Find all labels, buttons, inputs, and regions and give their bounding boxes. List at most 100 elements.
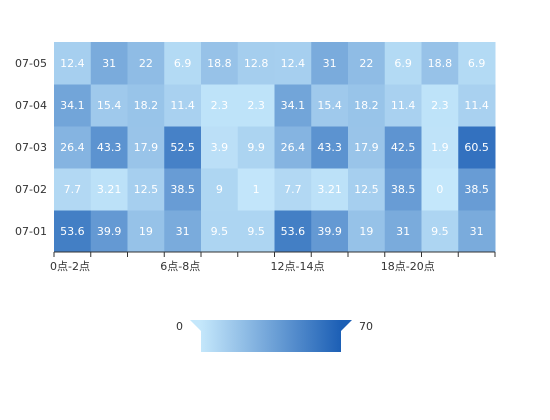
heatmap-cell[interactable] (90, 210, 128, 253)
heatmap-cell[interactable] (127, 168, 165, 211)
heatmap-cell[interactable] (54, 210, 92, 253)
heatmap-cell[interactable] (384, 168, 422, 211)
heatmap-cell[interactable] (237, 42, 275, 85)
visual-map-max-handle[interactable] (341, 320, 352, 331)
heatmap-cell[interactable] (274, 42, 312, 85)
cell-value-label: 31 (176, 225, 190, 238)
cell-value-label: 38.5 (391, 183, 416, 196)
heatmap-cell[interactable] (237, 168, 275, 211)
cell-value-label: 9.9 (247, 141, 265, 154)
heatmap-cell[interactable] (164, 210, 202, 253)
heatmap-cell[interactable] (458, 42, 496, 85)
heatmap-cell[interactable] (348, 84, 386, 127)
heatmap-cell[interactable] (164, 126, 202, 169)
heatmap-cell[interactable] (127, 210, 165, 253)
heatmap-cell[interactable] (311, 168, 349, 211)
heatmap-cell[interactable] (311, 84, 349, 127)
heatmap-cell[interactable] (127, 42, 165, 85)
heatmap-cell[interactable] (348, 210, 386, 253)
heatmap-cell[interactable] (421, 126, 459, 169)
heatmap-cell[interactable] (127, 126, 165, 169)
heatmap-cell[interactable] (237, 84, 275, 127)
heatmap-cell[interactable] (54, 168, 92, 211)
visual-map-gradient-bar (201, 320, 341, 352)
heatmap-cell[interactable] (311, 126, 349, 169)
heatmap-cell[interactable] (201, 168, 239, 211)
heatmap-cell[interactable] (54, 42, 92, 85)
heatmap-cell[interactable] (237, 210, 275, 253)
heatmap-cell[interactable] (90, 168, 128, 211)
heatmap-cell[interactable] (164, 168, 202, 211)
heatmap-cell[interactable] (421, 210, 459, 253)
heatmap-cell[interactable] (164, 42, 202, 85)
heatmap-cells: 53.6 39.9 19 31 9.5 9.5 53.6 39.9 19 31 9.5 317.7 3.… (54, 42, 496, 253)
cell-value-label: 19 (139, 225, 153, 238)
cell-value-label: 53.6 (60, 225, 85, 238)
cell-value-label: 12.5 (134, 183, 159, 196)
heatmap-cell[interactable] (127, 84, 165, 127)
heatmap-cell[interactable] (458, 84, 496, 127)
cell-value-label: 34.1 (281, 99, 306, 112)
cell-value-label: 6.9 (468, 57, 486, 70)
heatmap-cell[interactable] (311, 210, 349, 253)
cell-value-label: 43.3 (97, 141, 122, 154)
heatmap-cell[interactable] (274, 210, 312, 253)
heatmap-cell[interactable] (90, 126, 128, 169)
cell-value-label: 11.4 (464, 99, 489, 112)
heatmap-cell[interactable] (421, 168, 459, 211)
cell-value-label: 31 (396, 225, 410, 238)
cell-value-label: 6.9 (174, 57, 192, 70)
heatmap-cell[interactable] (201, 210, 239, 253)
cell-value-label: 31 (323, 57, 337, 70)
heatmap-cell[interactable] (384, 84, 422, 127)
heatmap-cell[interactable] (384, 126, 422, 169)
heatmap-cell[interactable] (458, 168, 496, 211)
y-tick-label: 07-01 (15, 225, 47, 238)
cell-value-label: 6.9 (394, 57, 412, 70)
cell-value-label: 12.5 (354, 183, 379, 196)
y-tick-label: 07-05 (15, 57, 47, 70)
cell-value-label: 0 (436, 183, 443, 196)
cell-value-label: 43.3 (317, 141, 342, 154)
heatmap-cell[interactable] (384, 42, 422, 85)
heatmap-cell[interactable] (458, 210, 496, 253)
heatmap-cell[interactable] (384, 210, 422, 253)
heatmap-cell[interactable] (274, 126, 312, 169)
heatmap-cell[interactable] (201, 126, 239, 169)
visual-map[interactable]: 0 70 (176, 320, 373, 352)
cell-value-label: 22 (139, 57, 153, 70)
heatmap-cell[interactable] (458, 126, 496, 169)
heatmap-cell[interactable] (421, 42, 459, 85)
heatmap-cell[interactable] (201, 42, 239, 85)
heatmap-cell[interactable] (54, 126, 92, 169)
heatmap-cell[interactable] (164, 84, 202, 127)
heatmap-cell[interactable] (201, 84, 239, 127)
heatmap-cell[interactable] (311, 42, 349, 85)
heatmap-cell[interactable] (348, 126, 386, 169)
x-axis: 0点-2点 6点-8点 12点-14点 18点-20点 (50, 251, 496, 273)
cell-value-label: 34.1 (60, 99, 85, 112)
cell-value-label: 60.5 (464, 141, 489, 154)
y-tick-label: 07-02 (15, 183, 47, 196)
x-tick-label: 18点-20点 (381, 260, 435, 273)
cell-value-label: 12.4 (281, 57, 306, 70)
cell-value-label: 7.7 (64, 183, 82, 196)
cell-value-label: 11.4 (391, 99, 416, 112)
heatmap-cell[interactable] (237, 126, 275, 169)
cell-value-label: 2.3 (211, 99, 229, 112)
cell-value-label: 52.5 (170, 141, 195, 154)
cell-value-label: 9.5 (211, 225, 229, 238)
heatmap-cell[interactable] (421, 84, 459, 127)
visual-map-min-handle[interactable] (190, 320, 201, 331)
cell-value-label: 3.21 (97, 183, 122, 196)
heatmap-cell[interactable] (274, 168, 312, 211)
heatmap-cell[interactable] (90, 42, 128, 85)
heatmap-cell[interactable] (54, 84, 92, 127)
cell-value-label: 3.21 (317, 183, 342, 196)
heatmap-cell[interactable] (348, 168, 386, 211)
heatmap-cell[interactable] (348, 42, 386, 85)
heatmap-cell[interactable] (274, 84, 312, 127)
cell-value-label: 1 (253, 183, 260, 196)
cell-value-label: 9 (216, 183, 223, 196)
heatmap-cell[interactable] (90, 84, 128, 127)
